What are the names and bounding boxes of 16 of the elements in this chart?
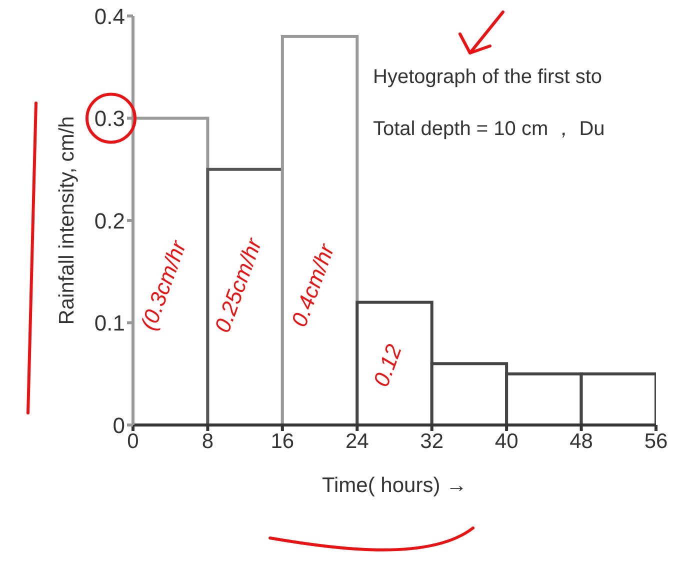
x-tick-label: 40 xyxy=(494,430,518,453)
x-tick-label: 56 xyxy=(644,430,668,453)
x-tick-label: 48 xyxy=(570,430,593,453)
text: Hyetograph of the first sto xyxy=(373,66,602,88)
y-tick-label: 0.1 xyxy=(94,310,125,336)
text: Total depth = 10 cm ， Du xyxy=(373,118,605,140)
y-tick-label: 0.4 xyxy=(94,4,125,29)
x-tick-label: 16 xyxy=(270,430,294,453)
x-tick-label: 32 xyxy=(420,430,444,453)
x-tick-label: 8 xyxy=(202,430,214,453)
x-axis-title: Time( hours) → xyxy=(322,474,468,497)
y-tick-label: 0.3 xyxy=(94,106,125,132)
y-axis-title: Rainfall intensity, cm/h xyxy=(55,116,78,325)
y-tick-label: 0.2 xyxy=(94,208,125,234)
annotation: 0.12 xyxy=(368,341,407,390)
x-tick-label: 24 xyxy=(345,430,370,453)
